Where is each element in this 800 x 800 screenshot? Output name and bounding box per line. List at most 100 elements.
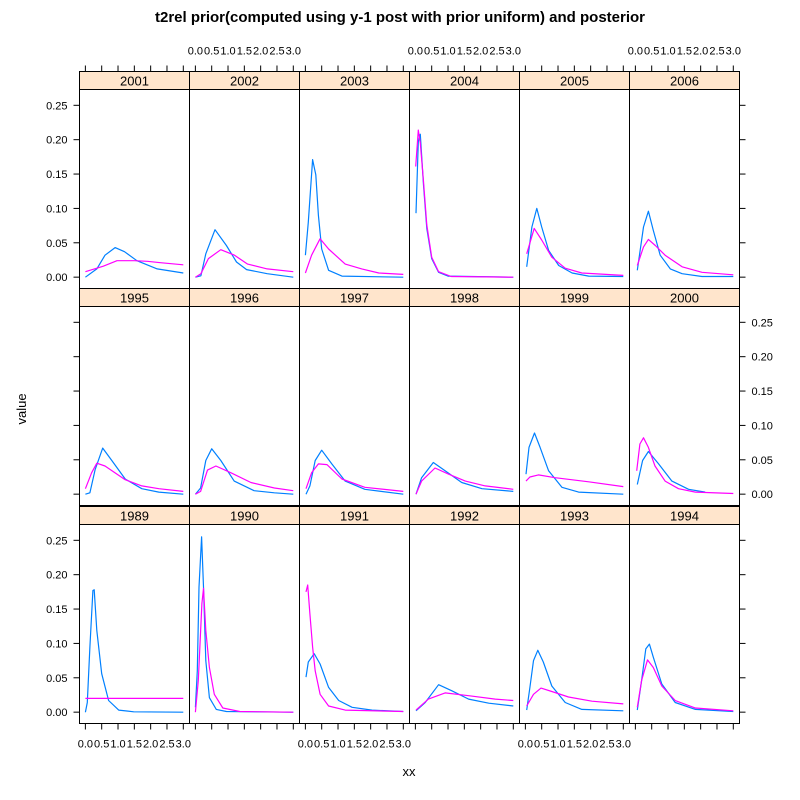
x-tick-label-bottom: 1.5	[567, 739, 582, 751]
series-line-1	[194, 448, 294, 495]
panel-frame	[629, 524, 740, 724]
panel-1997: 1997	[299, 288, 410, 506]
panel-frame	[629, 306, 740, 506]
x-tick-label-top: 1.5	[677, 46, 692, 58]
x-tick-label-bottom: 1.0	[110, 739, 125, 751]
x-tick-label-top: 3.0	[506, 46, 521, 58]
x-tick-label-top: 0.5	[204, 46, 219, 58]
x-axis-label: xx	[403, 764, 417, 779]
series-line-1	[526, 207, 624, 278]
series-line-2	[415, 129, 514, 278]
y-tick-label-left: 0.15	[46, 169, 67, 181]
strip-label: 1997	[340, 291, 369, 306]
panel-2005: 2005	[519, 71, 630, 289]
strip-label: 1992	[450, 509, 479, 524]
panel-2000: 2000	[629, 288, 740, 506]
x-tick-label-bottom: 2.5	[379, 739, 394, 751]
x-tick-label-top: 0.5	[644, 46, 659, 58]
x-tick-label-bottom: 3.0	[396, 739, 411, 751]
strip-label: 1994	[670, 509, 699, 524]
strip-label: 2006	[670, 74, 699, 89]
strip-label: 2001	[120, 74, 149, 89]
x-tick-label-top: 2.0	[253, 46, 268, 58]
x-tick-label-bottom: 2.0	[363, 739, 378, 751]
y-tick-label-left: 0.00	[46, 272, 67, 284]
y-tick-label-left: 0.15	[46, 604, 67, 616]
x-tick-label-bottom: 0.0	[78, 739, 93, 751]
panel-1991: 1991	[299, 506, 410, 724]
x-tick-label-bottom: 1.5	[127, 739, 142, 751]
x-tick-label-bottom: 1.0	[550, 739, 565, 751]
chart-title: t2rel prior(computed using y-1 post with…	[155, 9, 645, 26]
x-tick-label-bottom: 3.0	[616, 739, 631, 751]
strip-label: 1991	[340, 509, 369, 524]
x-tick-label-bottom: 0.5	[534, 739, 549, 751]
x-tick-label-top: 3.0	[726, 46, 741, 58]
x-tick-label-top: 2.5	[709, 46, 724, 58]
y-tick-label-left: 0.10	[46, 638, 67, 650]
x-tick-label-top: 1.5	[237, 46, 252, 58]
panel-frame	[299, 306, 410, 506]
series-line-2	[525, 474, 624, 488]
series-line-1	[305, 449, 404, 495]
series-line-1	[194, 536, 294, 713]
series-line-1	[636, 450, 706, 493]
x-tick-label-top: 1.0	[220, 46, 235, 58]
x-tick-label-top: 1.5	[457, 46, 472, 58]
x-tick-label-bottom: 0.0	[518, 739, 533, 751]
series-line-1	[304, 159, 404, 278]
panel-frame	[79, 306, 190, 506]
panel-frame	[299, 524, 410, 724]
strip-label: 1999	[560, 291, 589, 306]
panel-2006: 2006	[629, 71, 740, 289]
series-line-2	[636, 238, 734, 276]
panel-1993: 1993	[519, 506, 630, 724]
panel-frame	[299, 89, 410, 289]
x-tick-label-top: 0.0	[628, 46, 643, 58]
x-tick-label-bottom: 2.0	[143, 739, 158, 751]
x-tick-label-top: 3.0	[286, 46, 301, 58]
x-tick-label-top: 0.5	[424, 46, 439, 58]
strip-label: 2003	[340, 74, 369, 89]
series-line-2	[636, 437, 734, 495]
series-line-1	[636, 643, 734, 713]
strip-label: 2002	[230, 74, 259, 89]
series-line-2	[304, 238, 404, 275]
y-tick-label-left: 0.25	[46, 100, 67, 112]
strip-label: 2005	[560, 74, 589, 89]
series-line-2	[85, 260, 184, 273]
x-tick-label-bottom: 3.0	[176, 739, 191, 751]
panel-2002: 2002	[189, 71, 300, 289]
panel-frame	[629, 89, 740, 289]
y-tick-label-right: 0.05	[752, 455, 773, 467]
x-tick-label-bottom: 1.5	[347, 739, 362, 751]
panel-2003: 2003	[299, 71, 410, 289]
y-tick-label-right: 0.10	[752, 420, 773, 432]
series-line-1	[636, 210, 734, 278]
series-line-2	[194, 587, 294, 713]
x-tick-label-top: 2.0	[473, 46, 488, 58]
panel-1998: 1998	[409, 288, 520, 506]
x-tick-label-bottom: 0.5	[314, 739, 329, 751]
y-tick-label-right: 0.25	[752, 317, 773, 329]
y-tick-label-right: 0.20	[752, 352, 773, 364]
panel-1994: 1994	[629, 506, 740, 724]
panel-frame	[519, 89, 630, 289]
panel-1995: 1995	[79, 288, 190, 506]
x-tick-label-bottom: 2.0	[583, 739, 598, 751]
series-line-2	[305, 584, 404, 713]
x-tick-label-top: 0.0	[408, 46, 423, 58]
series-line-2	[526, 227, 624, 276]
series-line-2	[84, 462, 184, 492]
panel-1996: 1996	[189, 288, 300, 506]
panel-2001: 2001	[79, 71, 190, 289]
x-tick-label-bottom: 0.0	[298, 739, 313, 751]
y-tick-label-left: 0.20	[46, 570, 67, 582]
strip-label: 1995	[120, 291, 149, 306]
x-tick-label-bottom: 2.5	[159, 739, 174, 751]
y-tick-label-left: 0.05	[46, 238, 67, 250]
y-tick-label-right: 0.15	[752, 386, 773, 398]
panel-1999: 1999	[519, 288, 630, 506]
y-tick-label-left: 0.05	[46, 673, 67, 685]
